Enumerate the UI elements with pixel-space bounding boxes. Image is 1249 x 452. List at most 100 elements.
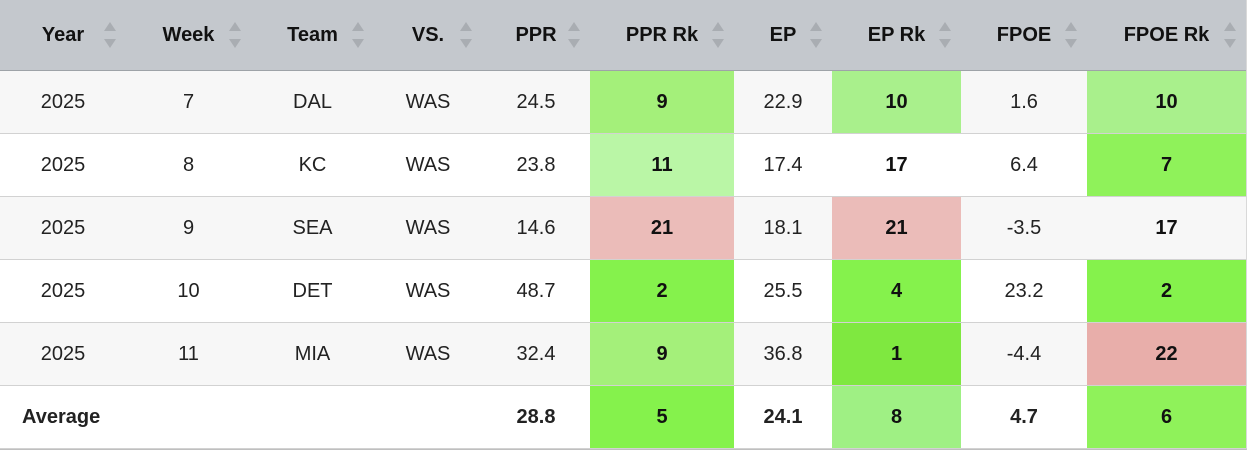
column-header-ep[interactable]: EP [734, 0, 832, 71]
cell-ppr: 14.6 [482, 196, 590, 260]
table-header: Year Week Team VS. PPR PPR Rk EP EP Rk FPOE FPOE … [0, 0, 1246, 71]
cell-ppr: 32.4 [482, 322, 590, 386]
cell-vs: WAS [374, 322, 482, 386]
column-header-ep-rk[interactable]: EP Rk [832, 0, 961, 71]
cell-ppr-rk: 2 [590, 259, 734, 323]
column-header-inner: EP Rk [832, 0, 961, 70]
sort-icon[interactable] [1224, 22, 1236, 48]
sort-icon[interactable] [460, 22, 472, 48]
average-cell-fpoe: 4.7 [961, 385, 1087, 449]
cell-fpoe: 1.6 [961, 70, 1087, 134]
cell-vs: WAS [374, 259, 482, 323]
column-header-fpoe[interactable]: FPOE [961, 0, 1087, 71]
sort-ascending-icon [104, 22, 116, 31]
sort-descending-icon [1065, 39, 1077, 48]
sort-ascending-icon [712, 22, 724, 31]
cell-fpoe-rk: 17 [1087, 196, 1246, 260]
column-header-label: EP [769, 23, 797, 46]
table-row: 2025 11 MIA WAS 32.4 9 36.8 1 -4.4 22 [0, 322, 1246, 386]
cell-fpoe: -4.4 [961, 322, 1087, 386]
sort-icon[interactable] [939, 22, 951, 48]
column-header-inner: PPR [482, 0, 590, 70]
cell-fpoe-rk: 10 [1087, 70, 1246, 134]
sort-icon[interactable] [229, 22, 241, 48]
cell-ppr-rk: 9 [590, 70, 734, 134]
cell-ppr: 23.8 [482, 133, 590, 197]
cell-team: KC [251, 133, 374, 197]
cell-ep: 18.1 [734, 196, 832, 260]
sort-descending-icon [460, 39, 472, 48]
sort-ascending-icon [1224, 22, 1236, 31]
column-header-inner: Team [251, 0, 374, 70]
cell-ep: 22.9 [734, 70, 832, 134]
cell-team: SEA [251, 196, 374, 260]
sort-icon[interactable] [352, 22, 364, 48]
column-header-label: VS. [411, 23, 445, 46]
cell-week: 8 [126, 133, 251, 197]
cell-fpoe-rk: 22 [1087, 322, 1246, 386]
column-header-inner: PPR Rk [590, 0, 734, 70]
sort-ascending-icon [460, 22, 472, 31]
sort-ascending-icon [229, 22, 241, 31]
column-header-label: Week [162, 23, 215, 46]
sort-icon[interactable] [712, 22, 724, 48]
cell-team: DAL [251, 70, 374, 134]
column-header-team[interactable]: Team [251, 0, 374, 71]
column-header-inner: Week [126, 0, 251, 70]
sort-ascending-icon [1065, 22, 1077, 31]
cell-fpoe-rk: 2 [1087, 259, 1246, 323]
sort-icon[interactable] [568, 22, 580, 48]
cell-ppr-rk: 21 [590, 196, 734, 260]
column-header-label: Team [287, 23, 338, 46]
sort-descending-icon [352, 39, 364, 48]
cell-fpoe: 23.2 [961, 259, 1087, 323]
cell-fpoe: -3.5 [961, 196, 1087, 260]
cell-ppr-rk: 9 [590, 322, 734, 386]
sort-icon[interactable] [810, 22, 822, 48]
average-cell-ppr: 28.8 [482, 385, 590, 449]
cell-ep-rk: 1 [832, 322, 961, 386]
column-header-fpoe-rk[interactable]: FPOE Rk [1087, 0, 1246, 71]
sort-descending-icon [939, 39, 951, 48]
column-header-label: PPR Rk [625, 23, 699, 46]
sort-descending-icon [810, 39, 822, 48]
cell-ppr: 24.5 [482, 70, 590, 134]
table-row: 2025 9 SEA WAS 14.6 21 18.1 21 -3.5 17 [0, 196, 1246, 260]
cell-year: 2025 [0, 196, 126, 260]
sort-ascending-icon [939, 22, 951, 31]
cell-ppr-rk: 11 [590, 133, 734, 197]
column-header-inner: EP [734, 0, 832, 70]
average-label: Average [0, 385, 482, 449]
column-header-ppr-rk[interactable]: PPR Rk [590, 0, 734, 71]
sort-descending-icon [568, 39, 580, 48]
sort-ascending-icon [568, 22, 580, 31]
column-header-inner: FPOE Rk [1087, 0, 1246, 70]
column-header-vs[interactable]: VS. [374, 0, 482, 71]
column-header-inner: Year [0, 0, 126, 70]
column-header-week[interactable]: Week [126, 0, 251, 71]
average-cell-ppr-rk: 5 [590, 385, 734, 449]
table-row: 2025 7 DAL WAS 24.5 9 22.9 10 1.6 10 [0, 70, 1246, 134]
cell-week: 10 [126, 259, 251, 323]
average-row: Average 28.8 5 24.1 8 4.7 6 [0, 385, 1246, 449]
sort-icon[interactable] [104, 22, 116, 48]
column-header-label: FPOE Rk [1123, 23, 1210, 46]
average-cell-ep-rk: 8 [832, 385, 961, 449]
sort-icon[interactable] [1065, 22, 1077, 48]
cell-year: 2025 [0, 322, 126, 386]
cell-ep: 17.4 [734, 133, 832, 197]
sort-ascending-icon [352, 22, 364, 31]
cell-week: 7 [126, 70, 251, 134]
cell-ep-rk: 10 [832, 70, 961, 134]
sort-descending-icon [229, 39, 241, 48]
cell-ep-rk: 17 [832, 133, 961, 197]
column-header-year[interactable]: Year [0, 0, 126, 71]
column-header-label: EP Rk [867, 23, 926, 46]
column-header-inner: VS. [374, 0, 482, 70]
sort-descending-icon [1224, 39, 1236, 48]
cell-ep-rk: 4 [832, 259, 961, 323]
column-header-ppr[interactable]: PPR [482, 0, 590, 71]
cell-ep-rk: 21 [832, 196, 961, 260]
column-header-label: Year [41, 23, 85, 46]
